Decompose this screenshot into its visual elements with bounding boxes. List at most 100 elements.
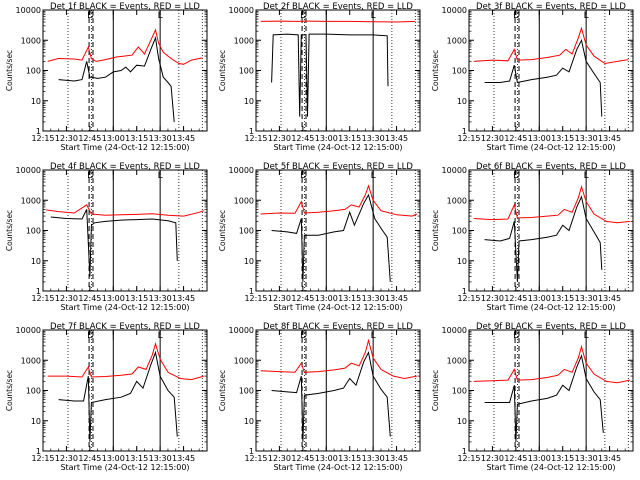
y-tick-label: 10000 <box>442 326 467 335</box>
x-tick-label: 12:45 <box>291 134 314 143</box>
x-tick-label: 12:15 <box>31 454 54 463</box>
y-tick-label: 1 <box>249 287 254 296</box>
x-tick-label: 13:15 <box>338 454 361 463</box>
lld-series-line <box>473 184 630 224</box>
x-tick-label: 12:30 <box>268 294 291 303</box>
y-tick-label: 100 <box>239 387 254 396</box>
marker-label: L <box>371 171 376 181</box>
marker-label: D <box>513 331 520 341</box>
x-tick-label: 13:00 <box>528 134 551 143</box>
x-tick-label: 12:45 <box>78 134 101 143</box>
x-tick-label: 13:30 <box>149 134 172 143</box>
marker-label: L <box>584 171 589 181</box>
x-tick-label: 12:30 <box>481 294 504 303</box>
x-tick-label: 12:45 <box>291 454 314 463</box>
panel-title: Det 6f BLACK = Events, RED = LLD <box>476 162 626 172</box>
y-axis-label: Counts/sec <box>218 210 227 251</box>
x-axis-label: Start Time (24-Oct-12 12:15:00) <box>273 463 402 472</box>
y-tick-label: 1 <box>36 127 41 136</box>
y-tick-label: 1000 <box>447 196 467 205</box>
x-tick-label: 13:45 <box>385 294 408 303</box>
events-series-line <box>271 350 391 442</box>
y-tick-label: 100 <box>26 67 41 76</box>
marker-label: L <box>158 331 163 341</box>
panel-title: Det 8f BLACK = Events, RED = LLD <box>263 322 413 332</box>
x-tick-label: 13:30 <box>149 294 172 303</box>
x-tick-label: 12:30 <box>55 454 78 463</box>
events-series-line <box>271 33 389 117</box>
marker-label: | <box>325 171 328 181</box>
y-axis-label: Counts/sec <box>5 50 14 91</box>
y-tick-label: 10000 <box>229 6 254 15</box>
marker-label: L <box>371 331 376 341</box>
marker-label: | <box>538 171 541 181</box>
panel-title: Det 4f BLACK = Events, RED = LLD <box>50 162 200 172</box>
x-tick-label: 13:30 <box>362 454 385 463</box>
events-series-line <box>484 354 604 442</box>
marker-label: L <box>158 11 163 21</box>
marker-label: D <box>513 171 520 181</box>
x-tick-label: 12:15 <box>244 294 267 303</box>
x-axis-label: Start Time (24-Oct-12 12:15:00) <box>486 303 615 312</box>
x-axis-label: Start Time (24-Oct-12 12:15:00) <box>273 303 402 312</box>
x-tick-label: 13:30 <box>575 454 598 463</box>
y-tick-label: 10 <box>457 97 467 106</box>
y-tick-label: 10 <box>457 257 467 266</box>
x-tick-label: 13:45 <box>172 454 195 463</box>
x-tick-label: 13:00 <box>102 294 125 303</box>
marker-label: | <box>538 331 541 341</box>
x-tick-label: 12:30 <box>55 294 78 303</box>
x-axis-label: Start Time (24-Oct-12 12:15:00) <box>486 463 615 472</box>
x-tick-label: 13:45 <box>598 294 621 303</box>
x-tick-label: 13:45 <box>598 454 621 463</box>
x-tick-label: 12:15 <box>31 134 54 143</box>
x-tick-label: 13:30 <box>575 134 598 143</box>
x-tick-label: 12:45 <box>78 454 101 463</box>
y-tick-label: 10000 <box>16 326 41 335</box>
marker-label: D <box>513 11 520 21</box>
x-tick-label: 12:30 <box>268 134 291 143</box>
x-tick-label: 12:15 <box>457 134 480 143</box>
panel-title: Det 5f BLACK = Events, RED = LLD <box>263 162 413 172</box>
x-axis-label: Start Time (24-Oct-12 12:15:00) <box>60 143 189 152</box>
x-tick-label: 13:15 <box>551 134 574 143</box>
marker-label: | <box>325 331 328 341</box>
x-tick-label: 12:30 <box>481 134 504 143</box>
y-tick-label: 1000 <box>21 36 41 45</box>
marker-label: D <box>300 331 307 341</box>
y-tick-label: 1000 <box>447 356 467 365</box>
x-axis-label: Start Time (24-Oct-12 12:15:00) <box>60 463 189 472</box>
x-tick-label: 13:45 <box>172 294 195 303</box>
x-axis-label: Start Time (24-Oct-12 12:15:00) <box>60 303 189 312</box>
y-tick-label: 1 <box>249 127 254 136</box>
x-tick-label: 13:30 <box>362 134 385 143</box>
x-tick-label: 13:15 <box>338 134 361 143</box>
y-tick-label: 10000 <box>442 166 467 175</box>
y-tick-label: 100 <box>26 227 41 236</box>
marker-label: D <box>87 11 94 21</box>
x-tick-label: 12:45 <box>504 454 527 463</box>
marker-label: | <box>325 11 328 21</box>
y-axis-label: Counts/sec <box>218 50 227 91</box>
events-series-line <box>271 193 391 282</box>
panel-title: Det 2f BLACK = Events, RED = LLD <box>263 2 413 12</box>
x-tick-label: 13:45 <box>172 134 195 143</box>
y-tick-label: 10000 <box>16 166 41 175</box>
x-tick-label: 12:45 <box>78 294 101 303</box>
x-tick-label: 13:15 <box>338 294 361 303</box>
x-tick-label: 13:00 <box>102 454 125 463</box>
events-series-line <box>58 350 178 442</box>
x-tick-label: 12:45 <box>504 134 527 143</box>
lld-series-line <box>260 20 416 23</box>
y-axis-label: Counts/sec <box>5 210 14 251</box>
y-tick-label: 100 <box>452 67 467 76</box>
panel-title: Det 3f BLACK = Events, RED = LLD <box>476 2 626 12</box>
